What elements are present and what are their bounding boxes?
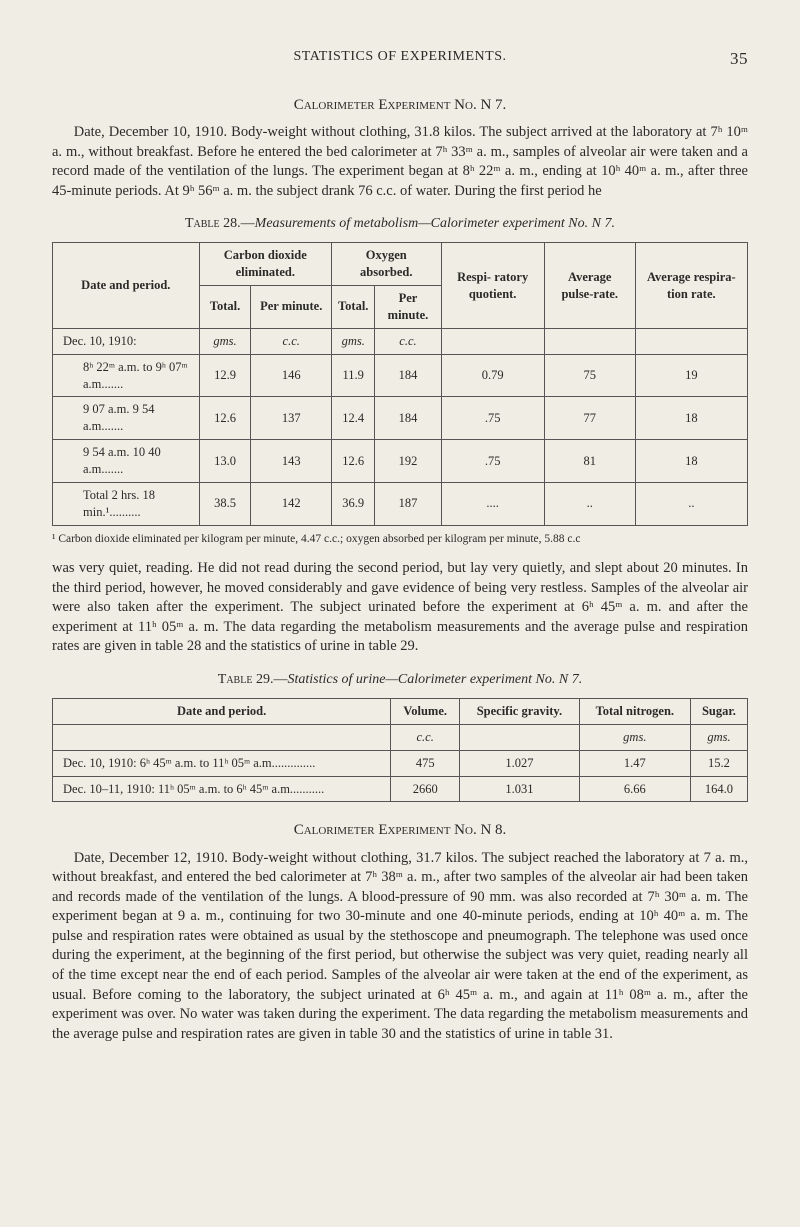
col-date: Date and period. bbox=[53, 243, 200, 329]
col-rq: Respi- ratory quotient. bbox=[441, 243, 544, 329]
unit-tn: gms. bbox=[579, 724, 690, 750]
table-29: Date and period. Volume. Specific gravit… bbox=[52, 698, 748, 803]
total-co2p: 142 bbox=[251, 482, 332, 525]
row-o2t: 12.4 bbox=[331, 397, 374, 440]
table-row: Date and period. Carbon dioxide eliminat… bbox=[53, 243, 748, 286]
row-sugar: 164.0 bbox=[690, 776, 747, 802]
row-o2t: 11.9 bbox=[331, 354, 374, 397]
total-label: Total 2 hrs. 18 min.¹.......... bbox=[53, 482, 200, 525]
unit-co2p: c.c. bbox=[251, 328, 332, 354]
col-tn: Total nitrogen. bbox=[579, 698, 690, 724]
row-co2t: 12.6 bbox=[199, 397, 251, 440]
row-pulse: 75 bbox=[544, 354, 635, 397]
row-resp: 18 bbox=[635, 397, 747, 440]
table-row: Dec. 10, 1910: 6ʰ 45ᵐ a.m. to 11ʰ 05ᵐ a.… bbox=[53, 750, 748, 776]
col-o2-total: Total. bbox=[331, 286, 374, 329]
n8-paragraph: Date, December 12, 1910. Body-weight wit… bbox=[52, 849, 748, 1045]
total-resp: .. bbox=[635, 482, 747, 525]
col-volume: Volume. bbox=[391, 698, 460, 724]
row-resp: 18 bbox=[635, 440, 747, 483]
experiment-n7-heading: Calorimeter Experiment No. N 7. bbox=[52, 95, 748, 115]
col-co2-total: Total. bbox=[199, 286, 251, 329]
row-rq: .75 bbox=[441, 440, 544, 483]
col-resp: Average respira- tion rate. bbox=[635, 243, 747, 329]
unit-sugar: gms. bbox=[690, 724, 747, 750]
table-28: Date and period. Carbon dioxide eliminat… bbox=[52, 242, 748, 525]
row-co2t: 12.9 bbox=[199, 354, 251, 397]
table-row: Dec. 10–11, 1910: 11ʰ 05ᵐ a.m. to 6ʰ 45ᵐ… bbox=[53, 776, 748, 802]
unit-co2t: gms. bbox=[199, 328, 251, 354]
row-co2p: 137 bbox=[251, 397, 332, 440]
table-row: 9 54 a.m. 10 40 a.m....... 13.0 143 12.6… bbox=[53, 440, 748, 483]
table-28-caption: Table 28.—Measurements of metabolism—Cal… bbox=[52, 215, 748, 234]
experiment-n8-heading: Calorimeter Experiment No. N 8. bbox=[52, 820, 748, 840]
row-vol: 475 bbox=[391, 750, 460, 776]
row-pulse: 77 bbox=[544, 397, 635, 440]
table-29-caption: Table 29.—Statistics of urine—Calorimete… bbox=[52, 671, 748, 690]
row-tn: 6.66 bbox=[579, 776, 690, 802]
table-29-caption-italic: Statistics of urine—Calorimeter experime… bbox=[287, 672, 582, 687]
running-header: STATISTICS OF EXPERIMENTS. 35 bbox=[52, 48, 748, 67]
row-o2p: 184 bbox=[375, 397, 441, 440]
row-co2t: 13.0 bbox=[199, 440, 251, 483]
unit-pulse bbox=[544, 328, 635, 354]
row-resp: 19 bbox=[635, 354, 747, 397]
n7-paragraph-1: Date, December 10, 1910. Body-weight wit… bbox=[52, 123, 748, 201]
table-row: 9 07 a.m. 9 54 a.m....... 12.6 137 12.4 … bbox=[53, 397, 748, 440]
running-title: STATISTICS OF EXPERIMENTS. bbox=[294, 48, 507, 67]
table-28-caption-italic: Measurements of metabolism—Calorimeter e… bbox=[255, 216, 615, 231]
row-label: 9 07 a.m. 9 54 a.m....... bbox=[53, 397, 200, 440]
row-co2p: 146 bbox=[251, 354, 332, 397]
row-co2p: 143 bbox=[251, 440, 332, 483]
row-tn: 1.47 bbox=[579, 750, 690, 776]
row-label: 9 54 a.m. 10 40 a.m....... bbox=[53, 440, 200, 483]
row-vol: 2660 bbox=[391, 776, 460, 802]
col-co2: Carbon dioxide eliminated. bbox=[199, 243, 331, 286]
col-sg: Specific gravity. bbox=[460, 698, 580, 724]
col-co2-permin: Per minute. bbox=[251, 286, 332, 329]
total-o2t: 36.9 bbox=[331, 482, 374, 525]
table-row: 8ʰ 22ᵐ a.m. to 9ʰ 07ᵐ a.m....... 12.9 14… bbox=[53, 354, 748, 397]
col-o2-permin: Per minute. bbox=[375, 286, 441, 329]
col-sugar: Sugar. bbox=[690, 698, 747, 724]
col-o2: Oxygen absorbed. bbox=[331, 243, 441, 286]
unit-date: Dec. 10, 1910: bbox=[53, 328, 200, 354]
unit-date bbox=[53, 724, 391, 750]
table-28-caption-pre: Table 28.— bbox=[185, 216, 255, 231]
table-29-caption-pre: Table 29.— bbox=[218, 672, 288, 687]
row-label: Dec. 10–11, 1910: 11ʰ 05ᵐ a.m. to 6ʰ 45ᵐ… bbox=[53, 776, 391, 802]
total-o2p: 187 bbox=[375, 482, 441, 525]
n7-paragraph-2: was very quiet, reading. He did not read… bbox=[52, 559, 748, 657]
unit-o2t: gms. bbox=[331, 328, 374, 354]
row-sg: 1.031 bbox=[460, 776, 580, 802]
row-label: Dec. 10, 1910: 6ʰ 45ᵐ a.m. to 11ʰ 05ᵐ a.… bbox=[53, 750, 391, 776]
page-number: 35 bbox=[730, 48, 748, 71]
table-row: Date and period. Volume. Specific gravit… bbox=[53, 698, 748, 724]
row-o2t: 12.6 bbox=[331, 440, 374, 483]
total-rq: .... bbox=[441, 482, 544, 525]
table-row: Dec. 10, 1910: gms. c.c. gms. c.c. bbox=[53, 328, 748, 354]
row-rq: .75 bbox=[441, 397, 544, 440]
row-sg: 1.027 bbox=[460, 750, 580, 776]
col-pulse: Average pulse-rate. bbox=[544, 243, 635, 329]
row-label: 8ʰ 22ᵐ a.m. to 9ʰ 07ᵐ a.m....... bbox=[53, 354, 200, 397]
total-pulse: .. bbox=[544, 482, 635, 525]
unit-rq bbox=[441, 328, 544, 354]
row-o2p: 184 bbox=[375, 354, 441, 397]
unit-sg bbox=[460, 724, 580, 750]
unit-resp bbox=[635, 328, 747, 354]
table-row: c.c. gms. gms. bbox=[53, 724, 748, 750]
col-date: Date and period. bbox=[53, 698, 391, 724]
table-28-footnote: ¹ Carbon dioxide eliminated per kilogram… bbox=[52, 532, 748, 548]
row-rq: 0.79 bbox=[441, 354, 544, 397]
row-sugar: 15.2 bbox=[690, 750, 747, 776]
unit-o2p: c.c. bbox=[375, 328, 441, 354]
total-co2t: 38.5 bbox=[199, 482, 251, 525]
table-row: Total 2 hrs. 18 min.¹.......... 38.5 142… bbox=[53, 482, 748, 525]
row-pulse: 81 bbox=[544, 440, 635, 483]
row-o2p: 192 bbox=[375, 440, 441, 483]
unit-vol: c.c. bbox=[391, 724, 460, 750]
